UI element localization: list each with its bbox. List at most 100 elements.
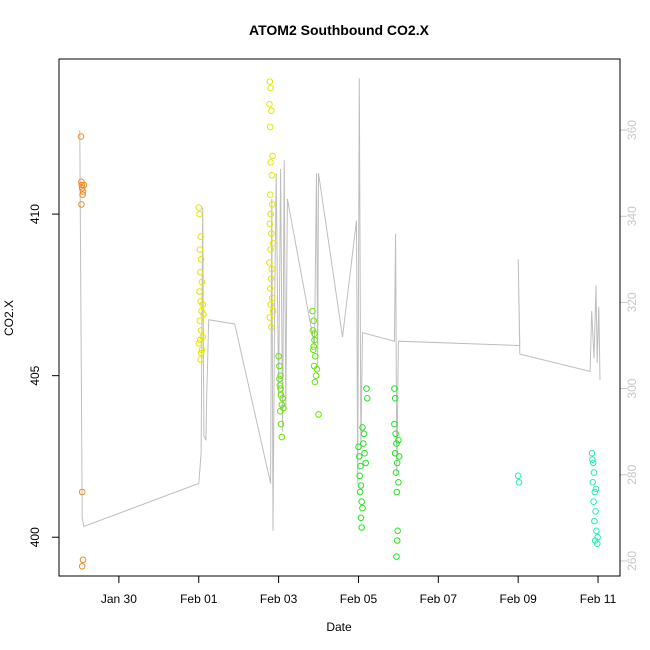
data-point — [310, 317, 318, 325]
data-points-layer — [77, 78, 601, 570]
data-point — [358, 498, 366, 506]
data-point — [313, 365, 321, 373]
data-point — [269, 239, 277, 247]
data-point — [362, 459, 370, 467]
data-point — [196, 246, 204, 253]
right-axis-trace-layer — [79, 78, 601, 531]
data-point — [269, 307, 277, 315]
data-point — [592, 485, 600, 493]
data-point — [276, 362, 283, 370]
data-point — [77, 133, 85, 140]
data-point — [197, 298, 204, 305]
data-point — [266, 314, 274, 321]
data-point — [79, 188, 87, 195]
data-point — [266, 285, 274, 292]
y-tick-label: 400 — [28, 527, 42, 547]
x-tick-label: Feb 05 — [340, 592, 378, 606]
y2-tick-label: 300 — [625, 378, 639, 398]
data-point — [80, 181, 88, 189]
data-point — [393, 537, 401, 544]
y-tick-label: 405 — [28, 365, 42, 385]
data-point — [276, 375, 283, 383]
chart-title: ATOM2 Southbound CO2.X — [249, 22, 430, 38]
data-point — [360, 440, 367, 447]
data-point — [355, 443, 362, 451]
data-point — [357, 514, 365, 522]
data-point — [589, 456, 596, 464]
data-point — [267, 301, 274, 308]
data-point — [196, 317, 204, 325]
data-point — [78, 185, 86, 192]
data-point — [357, 482, 365, 489]
data-point — [79, 191, 86, 198]
data-point — [195, 204, 203, 211]
x-tick-label: Feb 01 — [180, 592, 218, 606]
axes-layer: Jan 30 Feb 01 Feb 03 Feb 05 Feb 07 Feb 09 Feb … — [28, 120, 639, 606]
x-tick-label: Feb 09 — [500, 592, 538, 606]
data-point — [269, 152, 276, 160]
data-point — [363, 385, 370, 392]
data-point — [515, 479, 523, 486]
data-point — [198, 278, 206, 286]
data-point — [391, 385, 398, 392]
data-point — [267, 159, 274, 166]
data-point — [514, 472, 522, 480]
data-point — [361, 449, 368, 457]
data-point — [197, 256, 205, 263]
data-point — [197, 233, 204, 240]
data-point — [364, 395, 371, 402]
data-point — [392, 430, 399, 438]
data-point — [277, 372, 284, 380]
data-point — [78, 201, 85, 208]
data-point — [197, 356, 204, 363]
data-point — [356, 453, 363, 460]
y-axis-label: CO2.X — [2, 300, 16, 336]
x-tick-label: Feb 11 — [580, 592, 617, 606]
x-axis-label: Date — [326, 620, 352, 634]
data-point — [197, 269, 204, 276]
data-point — [277, 391, 285, 399]
data-point — [267, 210, 274, 218]
data-point — [359, 424, 366, 431]
data-point — [78, 181, 86, 189]
data-point — [200, 311, 207, 318]
data-point — [357, 462, 364, 470]
data-point — [268, 230, 275, 237]
data-point — [393, 459, 401, 467]
data-point — [311, 336, 318, 344]
data-point — [266, 100, 273, 108]
data-point — [197, 349, 205, 357]
data-point — [266, 191, 274, 198]
data-point — [277, 385, 284, 392]
x-tick-label: Jan 30 — [101, 592, 137, 606]
data-point — [593, 527, 600, 535]
data-point — [592, 508, 599, 515]
data-point — [312, 372, 320, 380]
data-point — [195, 340, 203, 347]
trace-line — [79, 78, 601, 531]
data-point — [280, 404, 287, 412]
data-point — [393, 488, 401, 496]
x-tick-label: Feb 03 — [260, 592, 298, 606]
data-point — [590, 469, 598, 476]
data-point — [268, 107, 275, 114]
data-point — [276, 382, 284, 389]
data-point — [591, 488, 599, 496]
data-point — [266, 259, 273, 266]
data-point — [266, 220, 274, 228]
data-point — [591, 517, 598, 525]
data-point — [356, 472, 364, 480]
data-point — [393, 553, 400, 560]
data-point — [199, 333, 206, 341]
data-point — [356, 488, 364, 496]
y2-tick-label: 280 — [625, 464, 639, 484]
data-point — [198, 307, 205, 315]
data-point — [78, 563, 86, 570]
data-point — [197, 327, 205, 334]
y2-tick-label: 260 — [625, 551, 639, 571]
data-point — [391, 449, 399, 457]
data-point — [266, 123, 274, 131]
data-point — [268, 323, 275, 331]
